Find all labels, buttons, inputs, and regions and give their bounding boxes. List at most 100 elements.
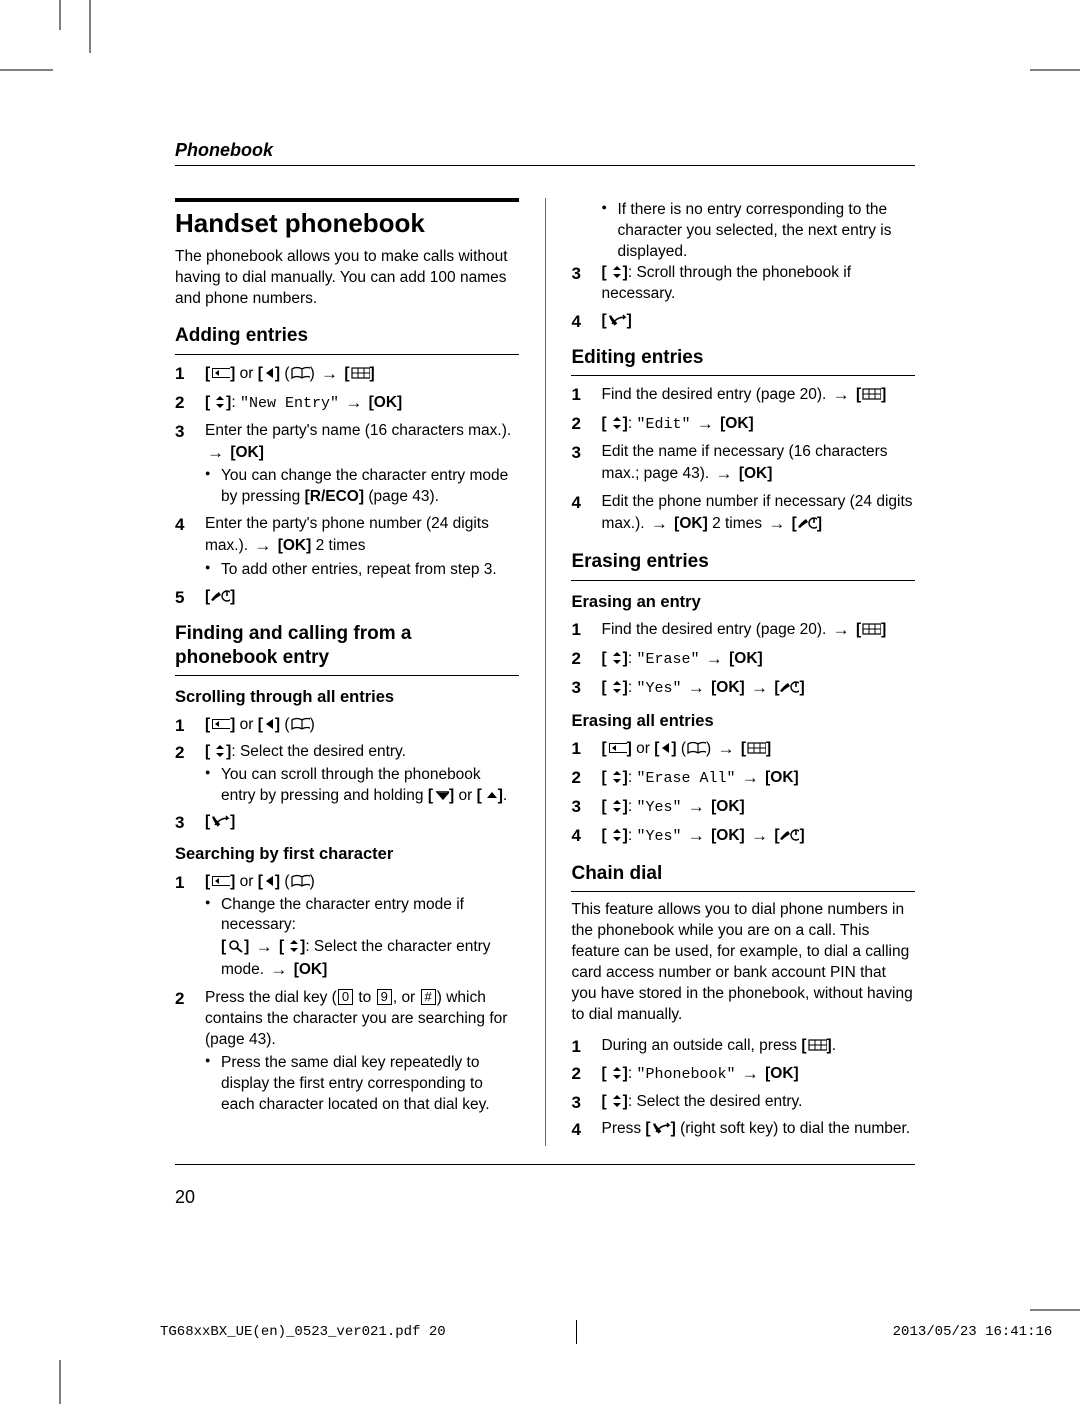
step: [] [571,311,915,332]
step: [] or [] () [175,715,519,736]
updown-icon [607,1094,623,1108]
adding-steps: [] or [] () → [] []: "New Entry" → [OK] … [175,363,519,608]
step: []: "Yes" → [OK] → [] [571,825,915,848]
step: [] [175,812,519,833]
softkey-icon [210,874,230,888]
bullet: To add other entries, repeat from step 3… [205,560,519,581]
updown-icon [607,680,623,694]
step: Edit the name if necessary (16 character… [571,442,915,486]
step: Press [] (right soft key) to dial the nu… [571,1119,915,1140]
down-icon [433,788,449,802]
grid-icon [746,741,766,755]
rule [571,580,915,581]
accent-rule [175,198,519,202]
print-footer: TG68xxBX_UE(en)_0523_ver021.pdf 20 2013/… [60,1320,1080,1344]
step: [] [175,587,519,608]
finding-title: Finding and calling from a phonebook ent… [175,622,519,670]
left-arrow-icon [659,741,671,755]
rule [175,354,519,355]
rule [571,891,915,892]
book-icon [290,366,310,380]
off-power-icon [797,516,817,530]
updown-icon [607,770,623,784]
head-rule [175,165,915,166]
dialkey-0: 0 [338,989,353,1005]
step: []: "Yes" → [OK] [571,796,915,819]
editing-title: Editing entries [571,346,915,370]
step: []: Select the desired entry. [571,1092,915,1113]
softkey-icon [607,741,627,755]
step: During an outside call, press []. [571,1036,915,1057]
dialkey-9: 9 [377,989,392,1005]
off-power-icon [779,680,799,694]
step: [] or [] () → [] [175,363,519,386]
updown-icon [607,265,623,279]
adding-title: Adding entries [175,324,519,348]
search-title: Searching by first character [175,843,519,865]
left-arrow-icon [263,874,275,888]
search-steps: [] or [] () Change the character entry m… [175,872,519,1116]
page-number: 20 [175,1187,915,1208]
column-divider [545,198,546,1146]
step: []: "Yes" → [OK] → [] [571,677,915,700]
grid-icon [350,366,370,380]
rule [175,675,519,676]
scroll-steps: [] or [] () []: Select the desired entry… [175,715,519,834]
erasing-title: Erasing entries [571,550,915,574]
step: []: "Phonebook" → [OK] [571,1063,915,1086]
off-power-icon [779,828,799,842]
updown-icon [607,416,623,430]
book-icon [290,874,310,888]
up-icon [482,788,498,802]
talk-icon [607,313,627,327]
updown-icon [210,395,226,409]
search-icon [226,939,244,953]
erasing-all-steps: [] or [] () → [] []: "Erase All" → [OK] … [571,738,915,848]
book-icon [686,741,706,755]
step: []: "Erase" → [OK] [571,648,915,671]
erasing-all-title: Erasing all entries [571,710,915,732]
updown-icon [607,828,623,842]
step: Find the desired entry (page 20). → [] [571,384,915,407]
step: Edit the phone number if necessary (24 d… [571,492,915,536]
updown-icon [284,939,300,953]
step: []: "New Entry" → [OK] [175,392,519,415]
footer-datetime: 2013/05/23 16:41:16 [593,1324,1053,1340]
left-column: Handset phonebook The phonebook allows y… [175,198,519,1146]
updown-icon [607,651,623,665]
footer-separator [576,1320,577,1344]
softkey-icon [210,717,230,731]
step: Enter the party's phone number (24 digit… [175,514,519,581]
chain-title: Chain dial [571,862,915,886]
step: [] or [] () → [] [571,738,915,761]
right-column: If there is no entry corresponding to th… [571,198,915,1146]
updown-icon [607,799,623,813]
bullet: If there is no entry corresponding to th… [601,200,915,263]
step: Enter the party's name (16 characters ma… [175,421,519,509]
erasing-one-title: Erasing an entry [571,591,915,613]
step: []: "Edit" → [OK] [571,413,915,436]
updown-icon [210,744,226,758]
rule [571,375,915,376]
footer-filename: TG68xxBX_UE(en)_0523_ver021.pdf 20 [60,1324,446,1340]
off-power-icon [210,589,230,603]
grid-icon [861,387,881,401]
chain-intro: This feature allows you to dial phone nu… [571,900,915,1026]
step: []: "Erase All" → [OK] [571,767,915,790]
step: []: Scroll through the phonebook if nece… [571,263,915,305]
updown-icon [607,1066,623,1080]
search-steps-cont: []: Scroll through the phonebook if nece… [571,263,915,332]
section-title-handset: Handset phonebook [175,208,519,239]
talk-icon [210,814,230,828]
chain-steps: During an outside call, press []. []: "P… [571,1036,915,1140]
book-icon [290,717,310,731]
bullet: Change the character entry mode if neces… [205,895,519,983]
left-arrow-icon [263,366,275,380]
foot-rule [175,1164,915,1165]
softkey-icon [210,366,230,380]
grid-icon [861,622,881,636]
step: Press the dial key (0 to 9, or #) which … [175,988,519,1116]
grid-icon [807,1038,827,1052]
erasing-one-steps: Find the desired entry (page 20). → [] [… [571,619,915,700]
bullet: You can change the character entry mode … [205,466,519,508]
